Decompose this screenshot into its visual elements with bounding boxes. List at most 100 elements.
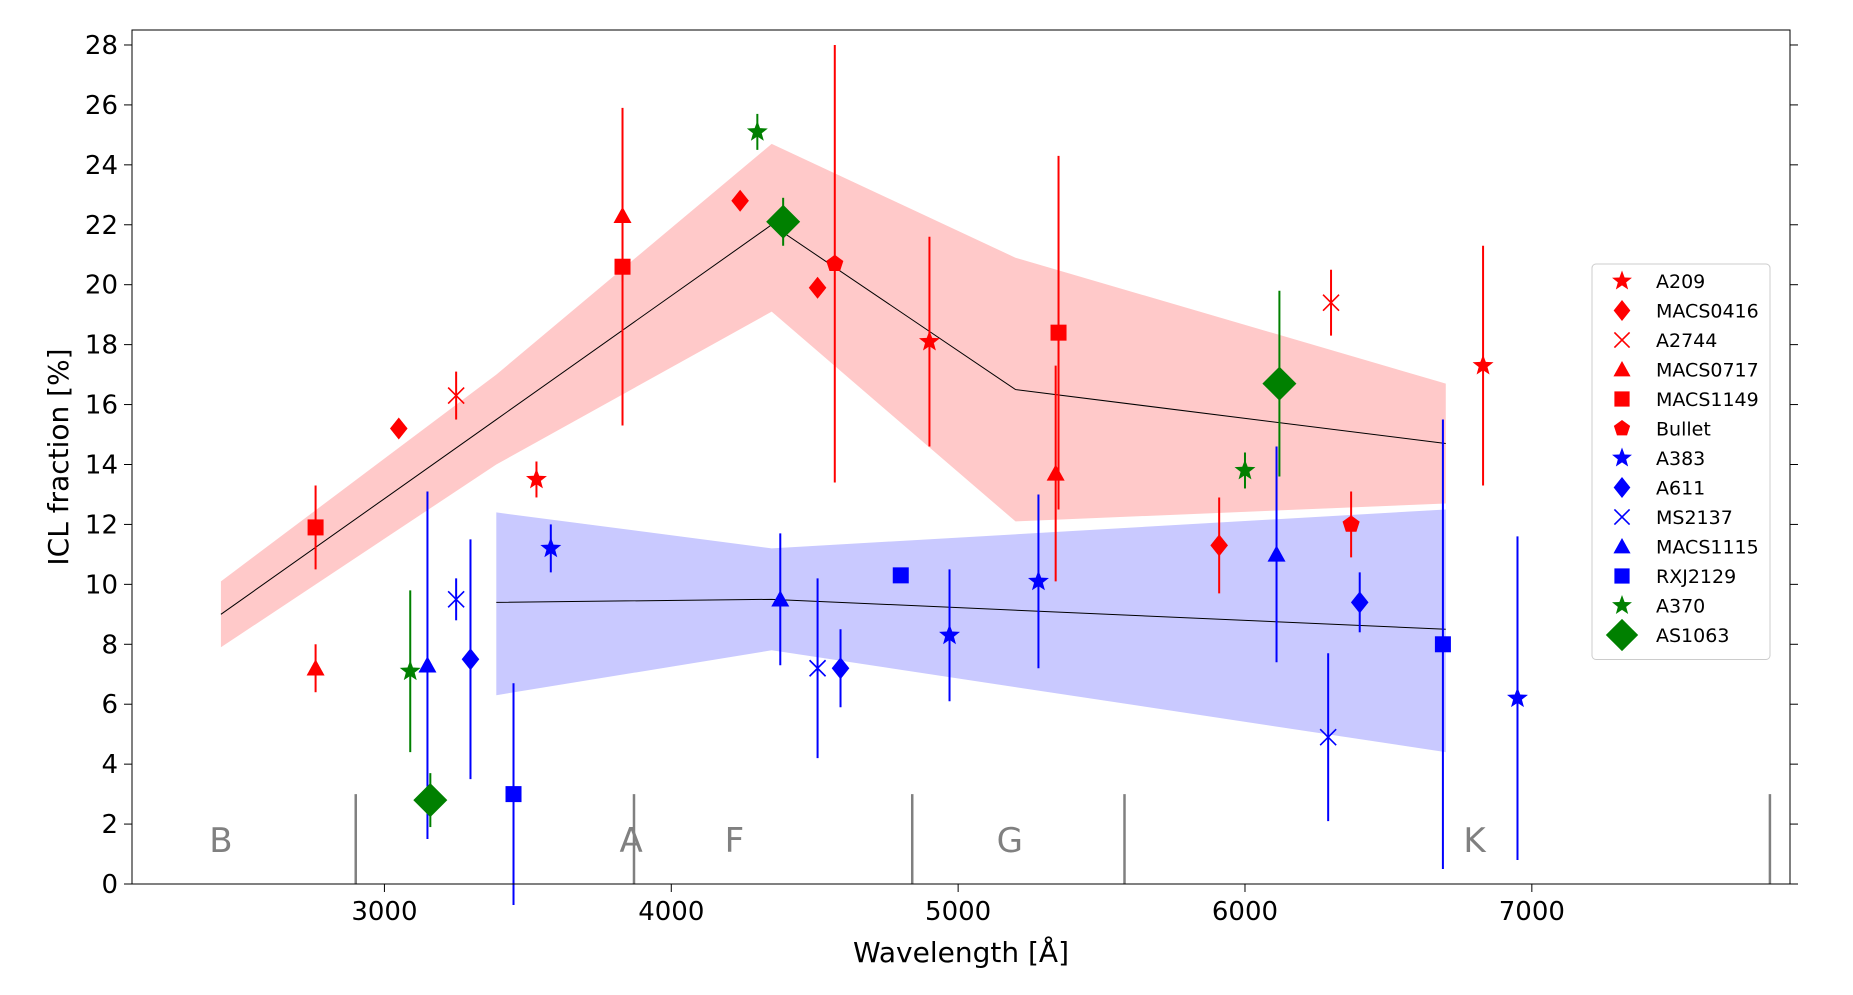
legend-label-a2744: A2744 xyxy=(1656,330,1717,352)
point-as1063-0 xyxy=(413,783,448,818)
plot-frame xyxy=(131,29,1791,885)
y-tick-label-20: 20 xyxy=(85,271,118,301)
legend-label-as1063: AS1063 xyxy=(1656,625,1729,647)
point-a2744-0 xyxy=(447,387,465,405)
legend-marker-macs0717 xyxy=(1613,360,1631,377)
legend: A209 MACS0416 A2744 MACS0717 MACS1149 Bullet A… xyxy=(1591,263,1771,660)
legend-marker-bullet xyxy=(1613,419,1631,436)
y-tick-label-2: 2 xyxy=(101,810,118,840)
point-a611-2 xyxy=(1350,591,1369,614)
series-a370 xyxy=(399,113,1256,753)
point-a383-3 xyxy=(1507,687,1528,708)
point-rxj2129-1 xyxy=(892,567,909,584)
spectral-label-k: K xyxy=(1463,821,1487,861)
point-a383-1 xyxy=(939,624,960,645)
point-a209-1 xyxy=(918,330,940,351)
series-as1063 xyxy=(413,197,1297,828)
point-macs0416-2 xyxy=(808,276,827,299)
legend-label-a383: A383 xyxy=(1656,448,1705,470)
legend-box xyxy=(1591,263,1771,660)
point-as1063-2 xyxy=(1262,366,1297,401)
legend-marker-a370 xyxy=(1612,595,1632,614)
series-macs0416 xyxy=(389,189,1228,594)
point-macs1115-2 xyxy=(1267,545,1286,562)
x-tick-label-6000: 6000 xyxy=(1212,897,1278,927)
y-tick-label-0: 0 xyxy=(101,870,118,900)
legend-label-a611: A611 xyxy=(1656,478,1705,500)
y-tick-label-24: 24 xyxy=(85,151,118,181)
blue-band xyxy=(496,509,1446,753)
point-macs0717-0 xyxy=(306,659,325,676)
legend-marker-a383 xyxy=(1612,447,1632,467)
legend-label-macs1115: MACS1115 xyxy=(1656,537,1759,559)
point-a209-2 xyxy=(1472,354,1494,375)
point-rxj2129-0 xyxy=(505,786,522,803)
legend-marker-macs1149 xyxy=(1614,391,1630,407)
series-macs1149 xyxy=(307,107,1067,570)
x-tick-label-5000: 5000 xyxy=(925,897,991,927)
legend-label-macs0416: MACS0416 xyxy=(1656,301,1759,323)
y-tick-label-26: 26 xyxy=(85,91,118,121)
y-tick-label-22: 22 xyxy=(85,211,118,241)
series-a209 xyxy=(526,236,1494,498)
point-macs0416-0 xyxy=(389,417,408,440)
point-rxj2129-2 xyxy=(1434,636,1451,653)
spectral-label-f: F xyxy=(725,821,745,861)
series-macs1115 xyxy=(418,446,1286,840)
legend-marker-ms2137 xyxy=(1613,508,1631,526)
data-points-layer xyxy=(306,44,1528,905)
point-macs0416-1 xyxy=(731,189,749,212)
legend-marker-as1063 xyxy=(1605,618,1639,652)
x-axis-label: Wavelength [Å] xyxy=(853,935,1069,969)
legend-label-macs1149: MACS1149 xyxy=(1656,389,1759,411)
point-macs0416-3 xyxy=(1210,534,1228,557)
x-tick-label-3000: 3000 xyxy=(351,897,417,927)
legend-marker-a2744 xyxy=(1613,331,1631,349)
point-macs0717-2 xyxy=(1046,464,1065,481)
point-a611-0 xyxy=(461,648,480,671)
point-bullet-0 xyxy=(826,254,844,272)
spectral-label-a: A xyxy=(619,821,642,861)
legend-label-ms2137: MS2137 xyxy=(1656,507,1733,529)
y-tick-label-8: 8 xyxy=(101,630,118,660)
y-tick-label-28: 28 xyxy=(85,31,118,61)
point-a383-2 xyxy=(1027,570,1049,591)
blue-band-median-line xyxy=(496,598,1446,630)
point-ms2137-0 xyxy=(447,590,465,608)
point-macs1115-0 xyxy=(418,656,437,673)
point-a611-1 xyxy=(831,657,850,680)
legend-label-a209: A209 xyxy=(1656,271,1705,293)
point-macs1149-2 xyxy=(1050,324,1067,341)
legend-label-a370: A370 xyxy=(1656,596,1705,618)
legend-marker-rxj2129 xyxy=(1614,568,1630,584)
legend-marker-a611 xyxy=(1613,477,1631,498)
point-macs1115-1 xyxy=(771,590,790,607)
legend-label-macs0717: MACS0717 xyxy=(1656,360,1759,382)
bands-layer xyxy=(220,143,1446,753)
axes-layer: 3000 4000 5000 6000 700002468101214161820222… xyxy=(85,29,1798,927)
point-a370-0 xyxy=(399,660,421,681)
legend-marker-macs0416 xyxy=(1613,300,1631,321)
y-tick-label-16: 16 xyxy=(85,391,118,421)
series-ms2137 xyxy=(447,578,1337,822)
point-as1063-1 xyxy=(766,204,801,239)
y-tick-label-18: 18 xyxy=(85,331,118,361)
y-tick-label-6: 6 xyxy=(101,690,118,720)
series-a2744 xyxy=(447,269,1340,420)
y-tick-label-12: 12 xyxy=(85,510,118,540)
legend-label-bullet: Bullet xyxy=(1656,419,1711,441)
series-a611 xyxy=(461,539,1369,780)
legend-label-rxj2129: RXJ2129 xyxy=(1656,566,1736,588)
y-tick-label-14: 14 xyxy=(85,450,118,480)
series-rxj2129 xyxy=(505,419,1451,905)
legend-marker-macs1115 xyxy=(1613,537,1631,554)
x-tick-label-7000: 7000 xyxy=(1499,897,1565,927)
point-ms2137-1 xyxy=(809,659,827,677)
point-bullet-1 xyxy=(1342,515,1360,532)
point-ms2137-2 xyxy=(1319,728,1337,746)
point-macs1149-1 xyxy=(614,258,631,275)
point-a383-0 xyxy=(540,537,562,558)
